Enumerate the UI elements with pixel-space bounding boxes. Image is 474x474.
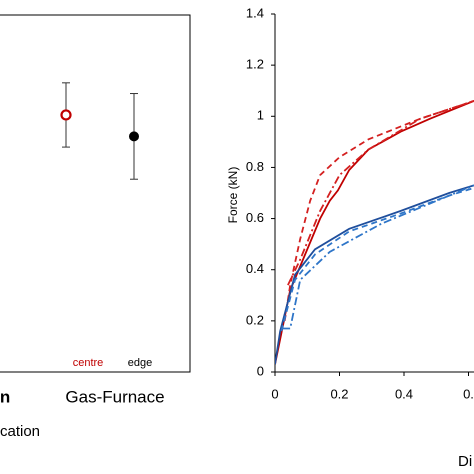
x-tick-label: 0.2 — [330, 386, 348, 401]
y-tick-label: 1 — [257, 108, 264, 123]
y-tick-label: 0 — [257, 363, 264, 378]
line-series — [275, 100, 474, 365]
legend-label: centre — [73, 357, 104, 369]
y-tick-label: 0.2 — [246, 312, 264, 327]
y-tick-label: 1.2 — [246, 57, 264, 72]
x-tick-label: 0 — [271, 386, 278, 401]
x-axis-label: Di — [458, 453, 472, 470]
x-axis-label: cation — [0, 423, 40, 440]
y-tick-label: 1.4 — [246, 5, 264, 20]
line-series — [287, 100, 474, 286]
line-series — [275, 184, 474, 365]
y-tick-label: 0.6 — [246, 210, 264, 225]
line-series — [282, 184, 474, 330]
y-tick-label: 0.4 — [246, 261, 264, 276]
legend-label: edge — [128, 357, 152, 369]
y-axis-label: Force (kN) — [226, 167, 240, 224]
marker — [129, 131, 139, 142]
y-tick-label: 0.8 — [246, 159, 264, 174]
left-panel-frame — [0, 14, 191, 373]
marker — [60, 109, 72, 121]
x-tick-label: Gas-Furnace — [65, 387, 164, 406]
x-tick-label: 0. — [463, 386, 474, 401]
line-series — [283, 100, 474, 322]
line-series — [280, 187, 474, 332]
x-tick-label: n — [0, 387, 10, 406]
x-tick-label: 0.4 — [395, 386, 413, 401]
plot-area — [275, 100, 474, 365]
